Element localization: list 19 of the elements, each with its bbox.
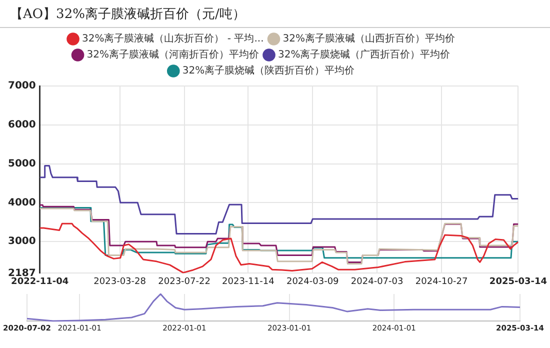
x-tick-label: 2023-07-22 <box>158 276 210 287</box>
y-tick-label: 5000 <box>8 158 36 170</box>
y-tick-label: 4000 <box>8 197 36 208</box>
legend-label: 32%离子膜烧碱（陕西折百价）平均价 <box>182 64 355 77</box>
chart-title: 【AO】32%离子膜液碱折百价（元/吨） <box>0 0 550 28</box>
x-tick-label: 2023-03-28 <box>94 276 146 287</box>
legend-label: 32%离子膜液碱（河南折百价）平均价 <box>86 48 260 61</box>
x-tick-label: 2022-11-04 <box>11 276 69 287</box>
legend-label: 32%离子膜液碱（山东折百价） - 平均... <box>82 32 264 45</box>
legend-label: 32%离子膜烧碱（广西折百价）平均价 <box>278 48 450 61</box>
y-tick-label: 6000 <box>8 119 36 130</box>
x-tick-label: 2025-03-14 <box>489 276 548 287</box>
legend-label: 32%离子膜液碱（山西折百价）平均价 <box>282 32 455 45</box>
y-tick-label: 7000 <box>8 80 36 92</box>
x-tick-label: 2024-10-27 <box>415 276 468 287</box>
x-tick-label: 2023-11-14 <box>222 276 275 287</box>
x-tick-label: 2024-07-03 <box>350 276 404 287</box>
x-tick-label: 2024-03-09 <box>286 276 340 287</box>
y-tick-label: 3000 <box>8 236 36 248</box>
